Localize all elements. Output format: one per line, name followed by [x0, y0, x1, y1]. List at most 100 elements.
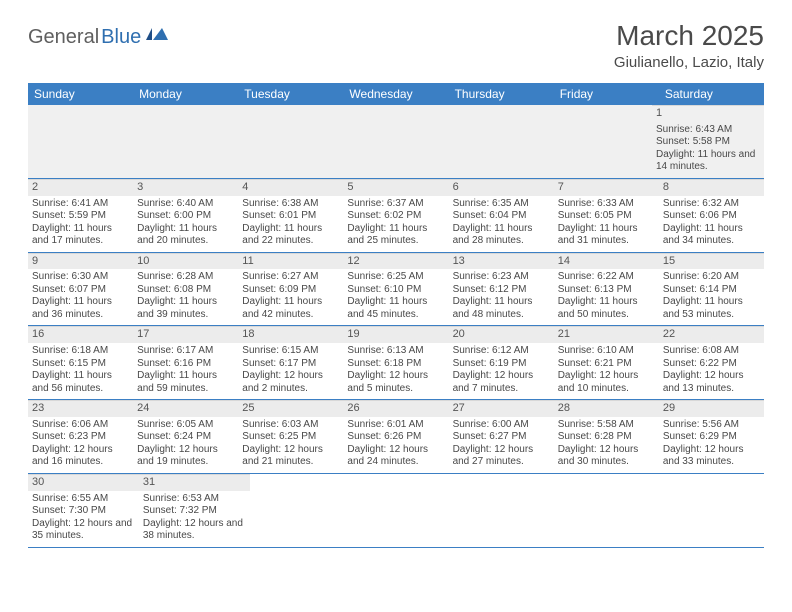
day-cell: 1Sunrise: 6:43 AMSunset: 5:58 PMDaylight…	[652, 105, 764, 178]
daylight-text: Daylight: 12 hours and 27 minutes.	[453, 444, 550, 469]
daylight-text: Daylight: 12 hours and 7 minutes.	[453, 370, 550, 395]
day-number: 31	[139, 475, 250, 491]
sunset-text: Sunset: 6:12 PM	[453, 284, 550, 297]
weekday-header: Wednesday	[343, 83, 448, 105]
logo-text-general: General	[28, 26, 99, 49]
empty-day-cell	[132, 105, 236, 178]
sunrise-text: Sunrise: 5:58 AM	[558, 419, 655, 432]
sunrise-text: Sunrise: 6:43 AM	[656, 124, 760, 137]
day-number: 29	[659, 401, 764, 417]
daylight-text: Daylight: 12 hours and 35 minutes.	[32, 518, 135, 543]
weekday-header: Saturday	[659, 83, 764, 105]
sunset-text: Sunset: 6:08 PM	[137, 284, 234, 297]
sunset-text: Sunset: 6:18 PM	[347, 358, 444, 371]
day-cell: 20Sunrise: 6:12 AMSunset: 6:19 PMDayligh…	[449, 326, 554, 399]
day-cell: 31Sunrise: 6:53 AMSunset: 7:32 PMDayligh…	[139, 474, 250, 547]
day-number: 9	[28, 254, 133, 270]
day-number: 19	[343, 327, 448, 343]
day-number: 2	[28, 180, 133, 196]
sunrise-text: Sunrise: 6:41 AM	[32, 198, 129, 211]
daylight-text: Daylight: 11 hours and 53 minutes.	[663, 296, 760, 321]
day-cell: 19Sunrise: 6:13 AMSunset: 6:18 PMDayligh…	[343, 326, 448, 399]
daylight-text: Daylight: 11 hours and 14 minutes.	[656, 149, 760, 174]
sunset-text: Sunset: 6:17 PM	[242, 358, 339, 371]
day-number: 28	[554, 401, 659, 417]
day-cell: 9Sunrise: 6:30 AMSunset: 6:07 PMDaylight…	[28, 253, 133, 326]
day-number: 26	[343, 401, 448, 417]
day-number: 20	[449, 327, 554, 343]
week-row: 23Sunrise: 6:06 AMSunset: 6:23 PMDayligh…	[28, 400, 764, 474]
day-cell: 27Sunrise: 6:00 AMSunset: 6:27 PMDayligh…	[449, 400, 554, 473]
day-cell: 8Sunrise: 6:32 AMSunset: 6:06 PMDaylight…	[659, 179, 764, 252]
day-cell: 24Sunrise: 6:05 AMSunset: 6:24 PMDayligh…	[133, 400, 238, 473]
weeks-container: 1Sunrise: 6:43 AMSunset: 5:58 PMDaylight…	[28, 105, 764, 548]
sunset-text: Sunset: 6:05 PM	[558, 210, 655, 223]
sunrise-text: Sunrise: 6:00 AM	[453, 419, 550, 432]
day-cell: 14Sunrise: 6:22 AMSunset: 6:13 PMDayligh…	[554, 253, 659, 326]
daylight-text: Daylight: 11 hours and 42 minutes.	[242, 296, 339, 321]
day-cell: 7Sunrise: 6:33 AMSunset: 6:05 PMDaylight…	[554, 179, 659, 252]
sunset-text: Sunset: 6:07 PM	[32, 284, 129, 297]
daylight-text: Daylight: 12 hours and 24 minutes.	[347, 444, 444, 469]
daylight-text: Daylight: 12 hours and 30 minutes.	[558, 444, 655, 469]
sunset-text: Sunset: 6:01 PM	[242, 210, 339, 223]
day-number: 3	[133, 180, 238, 196]
sunrise-text: Sunrise: 6:55 AM	[32, 493, 135, 506]
daylight-text: Daylight: 12 hours and 2 minutes.	[242, 370, 339, 395]
day-cell: 12Sunrise: 6:25 AMSunset: 6:10 PMDayligh…	[343, 253, 448, 326]
sunrise-text: Sunrise: 6:53 AM	[143, 493, 246, 506]
sunset-text: Sunset: 6:16 PM	[137, 358, 234, 371]
empty-day-cell	[661, 474, 764, 547]
day-cell: 15Sunrise: 6:20 AMSunset: 6:14 PMDayligh…	[659, 253, 764, 326]
day-cell: 22Sunrise: 6:08 AMSunset: 6:22 PMDayligh…	[659, 326, 764, 399]
month-title: March 2025	[614, 20, 764, 52]
day-cell: 13Sunrise: 6:23 AMSunset: 6:12 PMDayligh…	[449, 253, 554, 326]
page-header: GeneralBlue March 2025 Giulianello, Lazi…	[28, 20, 764, 71]
day-cell: 4Sunrise: 6:38 AMSunset: 6:01 PMDaylight…	[238, 179, 343, 252]
day-cell: 6Sunrise: 6:35 AMSunset: 6:04 PMDaylight…	[449, 179, 554, 252]
daylight-text: Daylight: 11 hours and 36 minutes.	[32, 296, 129, 321]
calendar-grid: SundayMondayTuesdayWednesdayThursdayFrid…	[28, 83, 764, 548]
day-number: 22	[659, 327, 764, 343]
daylight-text: Daylight: 11 hours and 50 minutes.	[558, 296, 655, 321]
daylight-text: Daylight: 11 hours and 28 minutes.	[453, 223, 550, 248]
daylight-text: Daylight: 11 hours and 45 minutes.	[347, 296, 444, 321]
day-cell: 17Sunrise: 6:17 AMSunset: 6:16 PMDayligh…	[133, 326, 238, 399]
day-cell: 18Sunrise: 6:15 AMSunset: 6:17 PMDayligh…	[238, 326, 343, 399]
day-number: 1	[652, 106, 764, 122]
sunrise-text: Sunrise: 6:12 AM	[453, 345, 550, 358]
sunrise-text: Sunrise: 6:17 AM	[137, 345, 234, 358]
sunrise-text: Sunrise: 6:27 AM	[242, 271, 339, 284]
sunrise-text: Sunrise: 6:35 AM	[453, 198, 550, 211]
logo: GeneralBlue	[28, 26, 168, 49]
daylight-text: Daylight: 11 hours and 39 minutes.	[137, 296, 234, 321]
sunrise-text: Sunrise: 6:23 AM	[453, 271, 550, 284]
weekday-header-row: SundayMondayTuesdayWednesdayThursdayFrid…	[28, 83, 764, 105]
daylight-text: Daylight: 12 hours and 16 minutes.	[32, 444, 129, 469]
sunset-text: Sunset: 6:06 PM	[663, 210, 760, 223]
day-number: 7	[554, 180, 659, 196]
day-number: 21	[554, 327, 659, 343]
empty-day-cell	[236, 105, 340, 178]
empty-day-cell	[548, 105, 652, 178]
sunrise-text: Sunrise: 6:08 AM	[663, 345, 760, 358]
day-number: 23	[28, 401, 133, 417]
sunset-text: Sunset: 6:13 PM	[558, 284, 655, 297]
daylight-text: Daylight: 12 hours and 19 minutes.	[137, 444, 234, 469]
daylight-text: Daylight: 11 hours and 34 minutes.	[663, 223, 760, 248]
day-number: 18	[238, 327, 343, 343]
sunset-text: Sunset: 6:02 PM	[347, 210, 444, 223]
sunset-text: Sunset: 6:23 PM	[32, 431, 129, 444]
sunset-text: Sunset: 6:00 PM	[137, 210, 234, 223]
sunset-text: Sunset: 6:27 PM	[453, 431, 550, 444]
empty-day-cell	[444, 105, 548, 178]
daylight-text: Daylight: 11 hours and 31 minutes.	[558, 223, 655, 248]
day-number: 13	[449, 254, 554, 270]
day-number: 14	[554, 254, 659, 270]
day-number: 5	[343, 180, 448, 196]
sunset-text: Sunset: 6:26 PM	[347, 431, 444, 444]
weekday-header: Monday	[133, 83, 238, 105]
day-number: 12	[343, 254, 448, 270]
empty-day-cell	[558, 474, 661, 547]
day-cell: 3Sunrise: 6:40 AMSunset: 6:00 PMDaylight…	[133, 179, 238, 252]
